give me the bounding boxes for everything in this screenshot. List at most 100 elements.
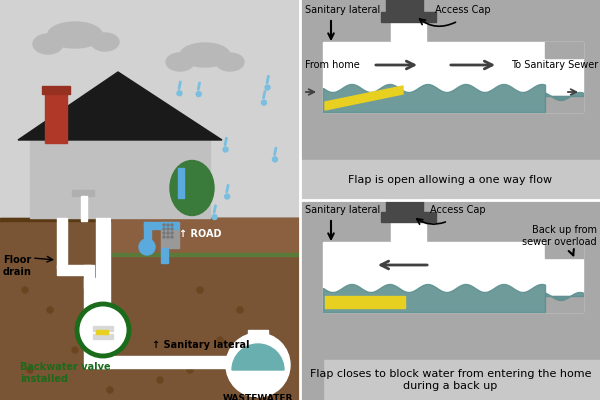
Bar [391, 214, 426, 242]
Ellipse shape [74, 172, 92, 184]
Ellipse shape [33, 34, 63, 54]
Ellipse shape [177, 91, 182, 96]
Circle shape [187, 367, 193, 373]
Bar [0, 218, 300, 221]
Bar [84, 285, 100, 368]
Circle shape [163, 228, 165, 230]
Ellipse shape [186, 183, 191, 188]
Text: To Sanitary Sewer: To Sanitary Sewer [511, 60, 598, 70]
Bar [96, 330, 108, 334]
Circle shape [72, 347, 78, 353]
Bar [144, 222, 178, 229]
Bar [112, 218, 300, 256]
Bar [381, 12, 436, 22]
Circle shape [171, 228, 173, 230]
Ellipse shape [176, 148, 181, 153]
Text: From home: From home [305, 60, 360, 70]
Bar [74, 182, 92, 191]
Bar [301, 160, 600, 200]
Bar [161, 222, 179, 248]
Circle shape [139, 239, 155, 255]
Bar [301, 200, 323, 400]
Bar [100, 356, 268, 368]
Bar [545, 42, 583, 58]
Ellipse shape [223, 147, 228, 152]
Bar [72, 190, 94, 196]
Text: Flap is open allowing a one way flow: Flap is open allowing a one way flow [349, 175, 553, 185]
Circle shape [171, 236, 173, 238]
Circle shape [237, 307, 243, 313]
Bar [178, 168, 184, 198]
Ellipse shape [153, 158, 158, 163]
Bar [96, 218, 110, 368]
Text: Sanitary lateral: Sanitary lateral [305, 205, 380, 215]
Bar [391, 14, 426, 42]
Text: Flap closes to block water from entering the home
during a back up: Flap closes to block water from entering… [310, 369, 591, 391]
Bar [323, 242, 583, 312]
Bar [144, 222, 151, 244]
Text: Floor
drain: Floor drain [3, 255, 32, 277]
Bar [381, 212, 436, 222]
Bar [301, 360, 600, 400]
Ellipse shape [180, 43, 230, 67]
Text: WASTEWATER
SEWER: WASTEWATER SEWER [223, 394, 293, 400]
Bar [301, 0, 600, 200]
Circle shape [167, 228, 169, 230]
Bar [112, 253, 300, 256]
Ellipse shape [175, 199, 179, 204]
Circle shape [163, 224, 165, 226]
Text: ↑ Sanitary lateral: ↑ Sanitary lateral [152, 340, 250, 350]
Bar [84, 265, 94, 285]
Bar [323, 42, 583, 112]
Text: Back up from
sewer overload: Back up from sewer overload [523, 225, 597, 246]
Ellipse shape [91, 33, 119, 51]
Ellipse shape [272, 157, 277, 162]
Bar [386, 0, 423, 14]
Bar [84, 278, 109, 288]
Bar [45, 88, 67, 143]
Ellipse shape [265, 85, 270, 90]
Bar [42, 86, 70, 94]
Bar [545, 296, 583, 312]
Ellipse shape [224, 194, 230, 199]
Wedge shape [232, 344, 284, 370]
Bar [81, 196, 87, 221]
Circle shape [217, 337, 223, 343]
Ellipse shape [200, 186, 205, 192]
Circle shape [163, 236, 165, 238]
Bar [386, 200, 423, 214]
Circle shape [171, 224, 173, 226]
Circle shape [226, 333, 290, 397]
Bar [57, 218, 67, 268]
Text: Access Cap: Access Cap [435, 5, 491, 15]
Ellipse shape [212, 214, 217, 220]
Bar [0, 218, 300, 400]
Circle shape [163, 232, 165, 234]
Circle shape [157, 377, 163, 383]
Bar [161, 248, 168, 263]
Ellipse shape [149, 150, 154, 155]
Circle shape [167, 236, 169, 238]
Circle shape [107, 387, 113, 393]
Ellipse shape [216, 53, 244, 71]
Polygon shape [325, 86, 403, 110]
Bar [325, 296, 405, 308]
Bar [93, 326, 113, 331]
Bar [30, 140, 210, 218]
Circle shape [27, 367, 33, 373]
Circle shape [167, 224, 169, 226]
Circle shape [22, 287, 28, 293]
Bar [545, 242, 583, 258]
Ellipse shape [150, 145, 155, 150]
Ellipse shape [159, 152, 164, 156]
Bar [93, 334, 113, 339]
Text: Backwater valve
installed: Backwater valve installed [20, 362, 110, 384]
Bar [0, 0, 300, 218]
Ellipse shape [170, 160, 214, 216]
Ellipse shape [47, 22, 103, 48]
Ellipse shape [262, 100, 266, 105]
Circle shape [47, 307, 53, 313]
Ellipse shape [196, 92, 201, 96]
Circle shape [167, 232, 169, 234]
Text: ↑ ROAD: ↑ ROAD [179, 229, 221, 239]
